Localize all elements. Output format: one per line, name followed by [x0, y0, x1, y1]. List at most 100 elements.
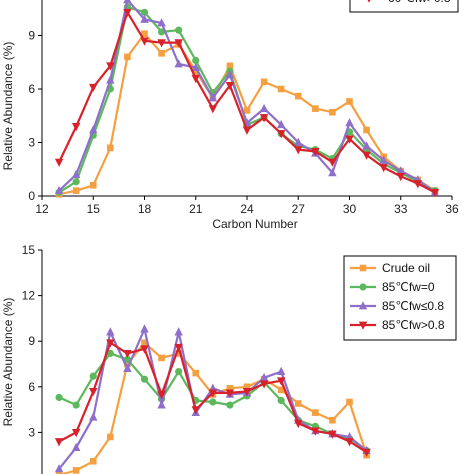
- data-point: [277, 396, 285, 405]
- x-tick-label: 18: [138, 202, 152, 216]
- data-point: [89, 457, 97, 465]
- data-point: [362, 151, 371, 160]
- chart-panel-2: 3 6 9 12 15 Relative Abundance (%) Crude oil 85…: [1, 243, 457, 474]
- data-point: [157, 39, 166, 48]
- data-point: [259, 380, 269, 389]
- y-tick-label: 15: [22, 243, 36, 257]
- x-tick-label: 15: [87, 202, 101, 216]
- data-point: [311, 427, 320, 436]
- legend-marker: [358, 321, 368, 330]
- data-point: [175, 368, 183, 376]
- data-point: [345, 438, 354, 447]
- data-point: [141, 30, 148, 38]
- data-point: [294, 400, 302, 407]
- legend: Crude oil 85℃fw=0 85℃fw≤0.8 85℃fw>0.8: [343, 255, 457, 341]
- x-tick-label: 12: [35, 202, 49, 216]
- legend-label: 85℃fw>0.8: [382, 318, 445, 332]
- y-tick-label: 6: [28, 82, 35, 96]
- data-point: [276, 366, 286, 375]
- data-point: [259, 372, 269, 382]
- data-point: [277, 386, 285, 394]
- data-point: [226, 62, 234, 70]
- data-point: [329, 416, 336, 424]
- data-point: [89, 83, 98, 93]
- data-point: [192, 67, 200, 75]
- data-point: [225, 69, 235, 79]
- data-point: [140, 37, 149, 46]
- x-tick-label: 33: [394, 202, 408, 216]
- data-point: [89, 125, 98, 134]
- x-tick-label: 27: [292, 202, 306, 216]
- data-point: [89, 372, 97, 380]
- data-point: [174, 327, 183, 336]
- data-point: [276, 119, 286, 129]
- data-point: [430, 189, 440, 198]
- data-point: [71, 123, 81, 132]
- data-point: [328, 158, 337, 167]
- data-point: [106, 339, 115, 348]
- data-point: [141, 339, 148, 347]
- series-4: [54, 8, 440, 198]
- data-point: [71, 442, 81, 451]
- y-tick-label: 3: [28, 425, 35, 439]
- data-point: [157, 400, 166, 409]
- data-point: [71, 169, 81, 178]
- data-point: [294, 146, 303, 155]
- data-point: [106, 62, 115, 71]
- legend-marker: [367, 0, 371, 3]
- y-tick-label: 6: [28, 380, 35, 394]
- data-point: [312, 105, 319, 112]
- legend-label: 60℃fw>0.8: [388, 0, 451, 5]
- data-point: [208, 389, 218, 398]
- data-point: [311, 148, 320, 157]
- data-point: [413, 180, 423, 189]
- data-point: [140, 14, 149, 23]
- legend-label: 85℃fw≤0.8: [382, 299, 444, 313]
- data-point: [294, 92, 302, 100]
- data-point: [123, 0, 132, 4]
- data-point: [312, 409, 319, 416]
- legend-box: [349, 0, 459, 13]
- data-point: [123, 363, 132, 372]
- legend-marker: [359, 283, 367, 291]
- data-point: [55, 471, 63, 474]
- data-point: [107, 144, 114, 152]
- series-4: [54, 339, 371, 457]
- data-point: [209, 398, 217, 406]
- data-point: [346, 98, 353, 105]
- series-line: [58, 11, 436, 194]
- data-point: [123, 349, 132, 359]
- data-point: [71, 429, 81, 438]
- data-point: [54, 185, 64, 195]
- y-tick-label: 9: [28, 334, 35, 348]
- data-point: [208, 105, 218, 114]
- data-point: [191, 74, 200, 84]
- legend: 60℃fw>0.8: [349, 0, 459, 13]
- data-point: [242, 126, 252, 135]
- data-point: [329, 108, 336, 116]
- data-point: [226, 401, 234, 409]
- data-point: [89, 182, 97, 189]
- data-point: [191, 406, 200, 415]
- legend-marker: [359, 264, 367, 272]
- data-point: [140, 324, 149, 333]
- data-point: [106, 75, 115, 84]
- data-point: [158, 50, 165, 57]
- data-point: [54, 464, 64, 473]
- data-point: [362, 141, 371, 150]
- y-tick-label: 3: [28, 136, 35, 150]
- legend-marker: [358, 301, 368, 310]
- data-point: [396, 172, 405, 182]
- data-point: [158, 354, 165, 362]
- data-point: [89, 412, 98, 421]
- data-point: [379, 164, 388, 173]
- data-point: [277, 85, 285, 93]
- y-axis-label: Relative Abundance (%): [1, 298, 15, 427]
- data-point: [208, 93, 218, 102]
- data-point: [345, 135, 354, 144]
- data-point: [140, 375, 149, 383]
- data-point: [72, 467, 80, 474]
- data-point: [175, 350, 182, 357]
- data-point: [276, 130, 286, 139]
